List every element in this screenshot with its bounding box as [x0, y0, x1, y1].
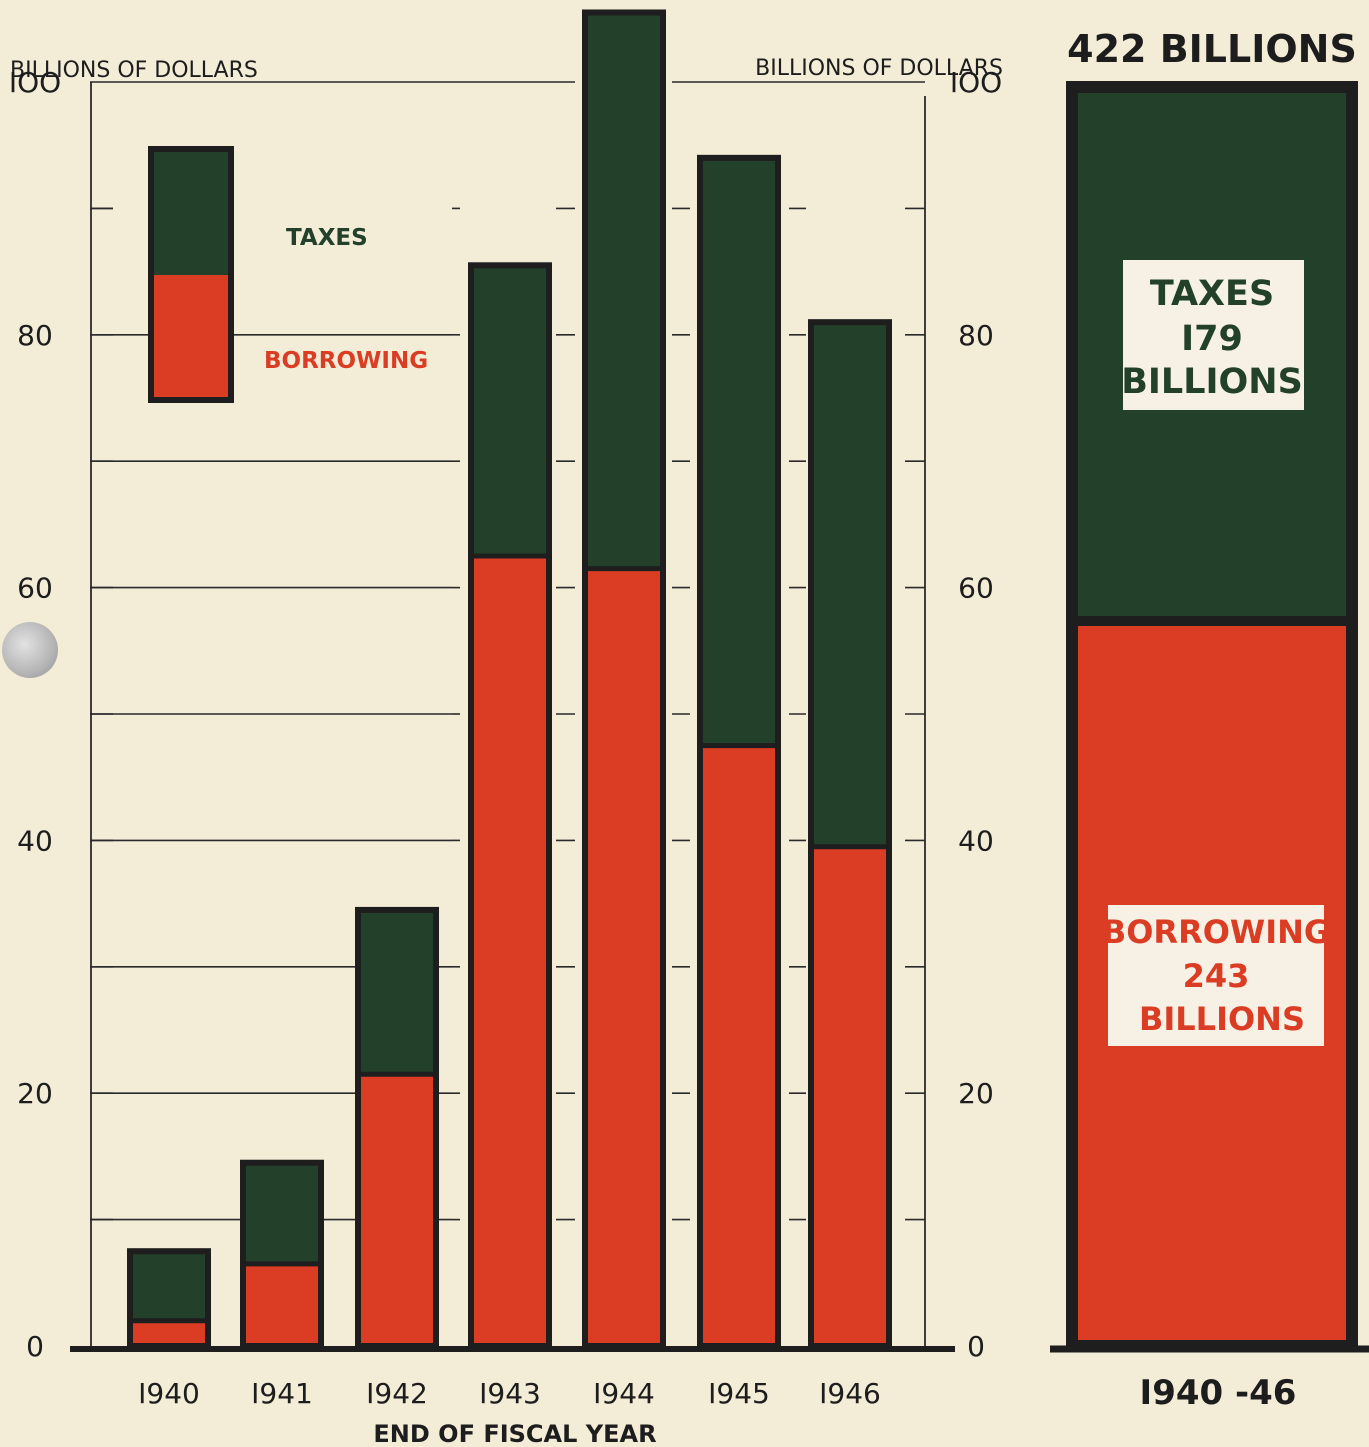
bar-borrowing [811, 846, 889, 1346]
x-axis-label: END OF FISCAL YEAR [373, 1420, 656, 1447]
bar-borrowing [700, 745, 778, 1346]
x-tick-labels: I940 I941 I942 I943 I944 I945 I946 [138, 1377, 881, 1410]
y-tick-label-right: 40 [958, 824, 994, 857]
bar-taxes [358, 909, 436, 1075]
legend-swatch-borrowing [151, 275, 231, 400]
y-tick-label-right: 80 [958, 319, 994, 352]
y-tick-label-right: 20 [958, 1077, 994, 1110]
summary-borrowing-label: BORROWING [1102, 913, 1330, 951]
punch-hole [2, 622, 58, 678]
bar-taxes [811, 322, 889, 847]
x-tick-label: I944 [593, 1377, 655, 1410]
bars [127, 9, 892, 1350]
bar-borrowing [358, 1074, 436, 1346]
legend-swatch-outline [148, 146, 234, 403]
y-tick-label-right: IOO [950, 66, 1002, 99]
summary-borrowing-unit: BILLIONS [1139, 1000, 1305, 1038]
x-tick-label: I941 [251, 1377, 313, 1410]
grid-lines [90, 81, 926, 1346]
y-axis-label-left: BILLIONS OF DOLLARS [10, 58, 258, 83]
y-tick-label-right: 0 [967, 1330, 985, 1363]
bar-borrowing [130, 1320, 208, 1346]
x-tick-label: I942 [366, 1377, 428, 1410]
bar-taxes [585, 12, 663, 569]
bar-taxes [700, 157, 778, 746]
legend-label-taxes: TAXES [286, 225, 368, 251]
summary-title: 422 BILLIONS [1067, 27, 1357, 71]
summary-taxes-unit: BILLIONS [1121, 362, 1303, 402]
bar-taxes [130, 1251, 208, 1321]
x-tick-label: I946 [819, 1377, 881, 1410]
y-tick-label-right: 60 [958, 572, 994, 605]
bar-borrowing [243, 1263, 321, 1346]
summary-taxes-value: I79 [1181, 319, 1243, 359]
legend-label-borrowing: BORROWING [264, 348, 428, 374]
summary-borrowing-label-box [1108, 905, 1324, 1046]
y-tick-label-left: 20 [17, 1077, 53, 1110]
bar-borrowing [471, 556, 549, 1346]
y-tick-label-left: 80 [17, 319, 53, 352]
summary-taxes-label: TAXES [1150, 274, 1274, 314]
y-tick-label-left: IOO [9, 66, 61, 99]
legend-swatch-taxes [151, 149, 231, 275]
x-tick-label: I945 [708, 1377, 770, 1410]
bar-borrowing [585, 568, 663, 1346]
summary-borrowing-value: 243 [1183, 957, 1250, 995]
y-tick-label-left: 60 [17, 572, 53, 605]
summary-panel: 422 BILLIONS TAXES I79 BILLIONS BORROWIN… [1050, 27, 1369, 1413]
x-tick-label: I940 [138, 1377, 200, 1410]
y-tick-labels: 0 0 20 20 40 40 60 60 80 80 IOO IOO [9, 66, 1002, 1363]
summary-category-label: I940 -46 [1140, 1373, 1297, 1413]
summary-taxes-label-box [1123, 260, 1304, 410]
y-tick-label-left: 40 [17, 824, 53, 857]
bar-taxes [471, 265, 549, 556]
x-tick-label: I943 [479, 1377, 541, 1410]
y-axis-label-right: BILLIONS OF DOLLARS [755, 56, 1003, 81]
bar-taxes [243, 1162, 321, 1264]
y-tick-label-left: 0 [26, 1330, 44, 1363]
legend: TAXES BORROWING [148, 146, 428, 403]
